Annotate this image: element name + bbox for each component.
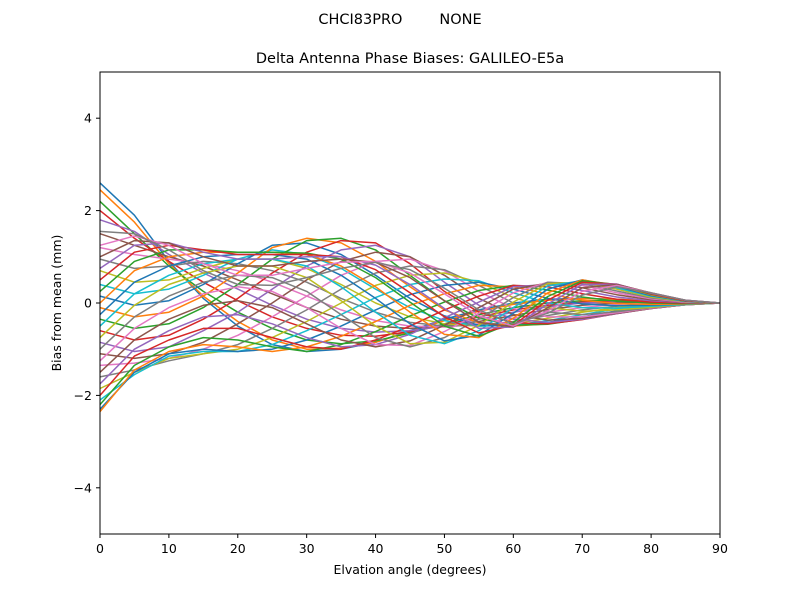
y-tick-label: −2	[74, 388, 92, 403]
x-tick-label: 30	[299, 541, 315, 556]
y-tick-label: 4	[84, 111, 92, 126]
x-axis: 0 10 20 30 40 50 60 70 80 90	[96, 534, 728, 556]
y-tick-label: −4	[74, 480, 92, 495]
series-line-22	[99, 284, 721, 413]
x-tick-label: 50	[436, 541, 452, 556]
x-tick-label: 20	[230, 541, 246, 556]
series-line-10	[99, 249, 721, 327]
x-tick-label: 70	[574, 541, 590, 556]
x-tick-label: 0	[96, 541, 104, 556]
series-line-11	[99, 242, 721, 327]
y-tick-label: 2	[84, 203, 92, 218]
series-line-28	[99, 274, 721, 350]
x-tick-label: 60	[505, 541, 521, 556]
y-tick-label: 0	[84, 296, 92, 311]
series-line-23	[99, 284, 721, 406]
series-line-27	[99, 281, 721, 362]
y-axis-label: Bias from mean (mm)	[49, 235, 64, 372]
series-line-24	[99, 284, 720, 396]
chart-title: Delta Antenna Phase Biases: GALILEO-E5a	[256, 51, 564, 67]
x-tick-label: 80	[643, 541, 659, 556]
series-line-21	[99, 281, 721, 410]
series-line-37	[99, 235, 721, 327]
series-line-29	[99, 265, 721, 345]
series-line-36	[99, 239, 721, 328]
series-line-38	[99, 230, 721, 325]
x-tick-label: 40	[368, 541, 384, 556]
x-tick-label: 10	[161, 541, 177, 556]
x-tick-label: 90	[712, 541, 728, 556]
x-axis-label: Elvation angle (degrees)	[333, 562, 486, 577]
series-lines	[99, 182, 721, 413]
series-line-19	[99, 272, 721, 390]
y-axis: −4 −2 0 2 4	[74, 111, 100, 495]
figure-suptitle: CHCI83PRO NONE	[318, 12, 481, 28]
series-line-26	[99, 282, 721, 373]
